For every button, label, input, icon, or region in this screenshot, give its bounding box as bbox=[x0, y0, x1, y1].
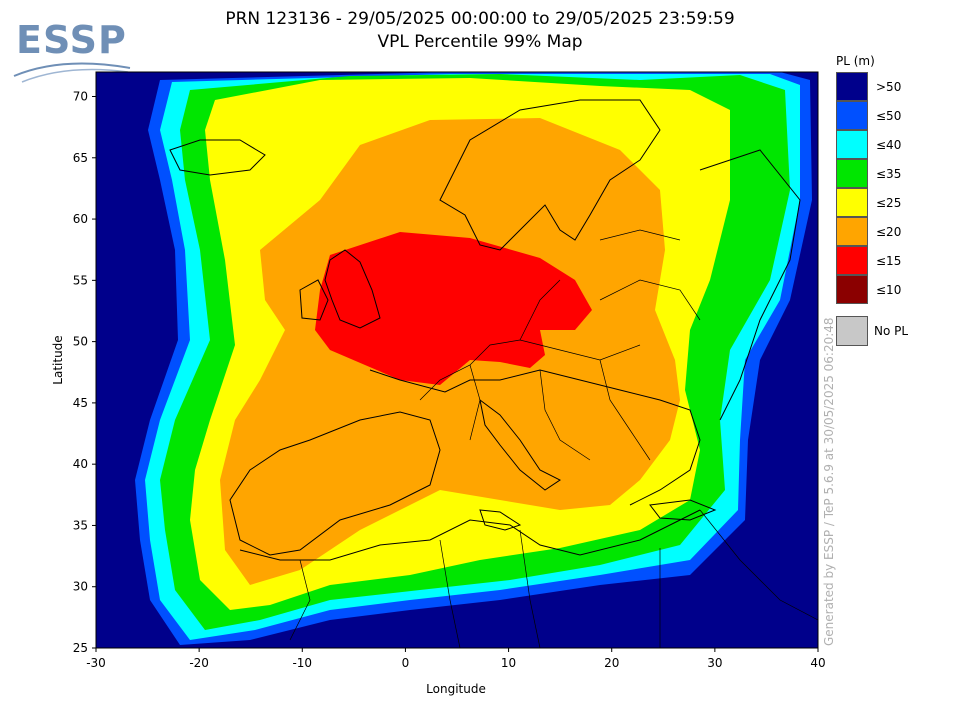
legend-label: ≤10 bbox=[876, 283, 902, 297]
x-tick-label: -30 bbox=[86, 656, 106, 670]
x-tick-label: 30 bbox=[707, 656, 722, 670]
x-axis-ticks: -30 -20 -10 0 10 20 30 40 bbox=[86, 648, 826, 670]
essp-logo: ESSP bbox=[12, 10, 142, 83]
y-axis-label: Latitude bbox=[51, 335, 65, 384]
y-tick-label: 45 bbox=[73, 396, 88, 410]
y-tick-label: 70 bbox=[73, 90, 88, 104]
legend-label: >50 bbox=[876, 80, 902, 94]
y-tick-label: 55 bbox=[73, 273, 88, 287]
coastlines bbox=[169, 99, 801, 561]
plot-frame bbox=[95, 71, 819, 649]
y-tick-label: 60 bbox=[73, 212, 88, 226]
legend-nopl-label: No PL bbox=[874, 324, 909, 338]
y-tick-label: 35 bbox=[73, 518, 88, 532]
map-title: PRN 123136 - 29/05/2025 00:00:00 to 29/0… bbox=[225, 9, 735, 29]
legend-swatch bbox=[836, 188, 868, 217]
y-tick-label: 50 bbox=[73, 335, 88, 349]
legend-swatch bbox=[836, 130, 868, 159]
legend-label: ≤25 bbox=[876, 196, 902, 210]
zone-le15 bbox=[315, 232, 592, 385]
borders bbox=[289, 229, 818, 648]
legend-label: ≤15 bbox=[876, 254, 902, 268]
legend-swatch bbox=[836, 159, 868, 188]
legend-swatch bbox=[836, 217, 868, 246]
x-tick-label: 10 bbox=[501, 656, 516, 670]
map-plot bbox=[96, 72, 818, 648]
legend-label: ≤20 bbox=[876, 225, 902, 239]
legend-swatch bbox=[836, 101, 868, 130]
y-tick-label: 30 bbox=[73, 580, 88, 594]
y-axis-ticks: 25 30 35 40 45 50 55 60 65 70 bbox=[73, 90, 96, 655]
map-subtitle: VPL Percentile 99% Map bbox=[377, 32, 583, 52]
legend-nopl-swatch bbox=[836, 316, 868, 346]
x-tick-label: 40 bbox=[810, 656, 825, 670]
legend-swatch bbox=[836, 72, 868, 101]
legend-label: ≤35 bbox=[876, 167, 902, 181]
y-tick-label: 25 bbox=[73, 641, 88, 655]
legend-title: PL (m) bbox=[836, 54, 875, 68]
y-tick-label: 65 bbox=[73, 151, 88, 165]
x-tick-label: 20 bbox=[604, 656, 619, 670]
y-tick-label: 40 bbox=[73, 457, 88, 471]
legend-label: ≤50 bbox=[876, 109, 902, 123]
legend-label: ≤40 bbox=[876, 138, 902, 152]
legend-swatch bbox=[836, 275, 868, 304]
logo-swoosh-icon bbox=[13, 62, 131, 83]
logo-text: ESSP bbox=[16, 18, 127, 62]
x-axis-label: Longitude bbox=[426, 682, 486, 696]
generated-note: Generated by ESSP / TeP 5.6.9 at 30/05/2… bbox=[822, 317, 836, 646]
x-tick-label: -20 bbox=[189, 656, 209, 670]
x-tick-label: -10 bbox=[292, 656, 312, 670]
x-tick-label: 0 bbox=[402, 656, 410, 670]
legend-swatch bbox=[836, 246, 868, 275]
